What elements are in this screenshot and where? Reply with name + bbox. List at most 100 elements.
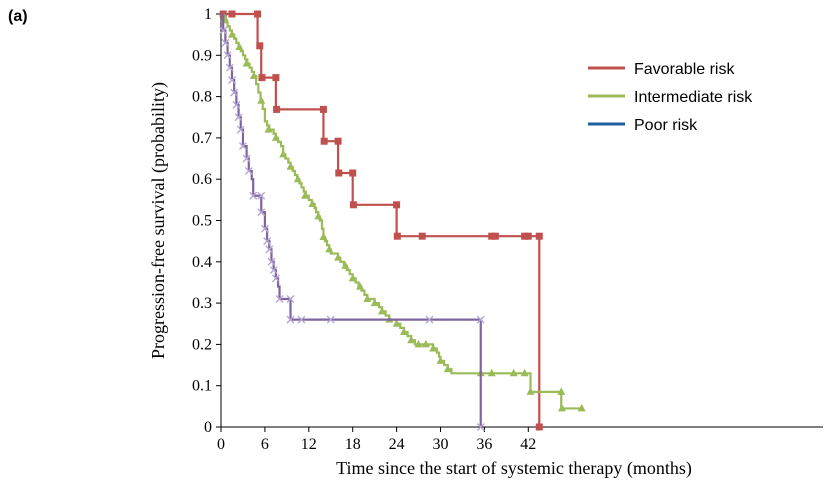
x-marker [275,294,284,303]
x-marker [260,224,269,233]
triangle-marker [526,387,535,395]
triangle-marker [421,339,430,348]
x-marker [225,63,234,72]
x-marker [326,315,335,324]
square-marker [535,232,543,240]
triangle-marker [314,211,323,220]
square-marker [491,232,499,240]
square-marker [524,232,532,240]
triangle-marker [227,30,236,38]
x-marker [236,125,245,134]
series-favorable-risk [219,10,543,431]
square-marker [320,137,328,145]
y-tick-label: 0.9 [192,47,212,64]
triangle-marker [487,368,496,377]
x-marker [263,237,272,246]
x-tick-label: 24 [389,436,405,453]
x-marker [227,76,236,85]
legend-label: Intermediate risk [634,89,753,106]
x-marker [219,26,228,35]
x-marker [257,191,266,200]
y-tick-label: 0.5 [192,213,212,230]
x-marker [476,423,485,431]
y-tick-label: 0 [204,419,212,436]
x-axis-title: Time since the start of systemic therapy… [336,458,692,479]
triangle-marker [399,327,408,336]
series-intermediate-risk [220,12,586,412]
series-layer [219,10,586,431]
series-line [221,12,541,427]
square-marker [393,232,401,240]
y-tick-label: 0.8 [192,89,212,106]
x-marker [286,294,295,303]
x-marker [286,315,295,324]
series-line [221,12,584,410]
panel-label: (a) [8,8,28,25]
triangle-marker [557,387,566,395]
y-tick-label: 0.4 [192,254,212,271]
x-marker [238,142,247,151]
triangle-marker [235,42,244,51]
x-marker [232,100,241,109]
y-tick-label: 0.2 [192,336,212,353]
x-tick-label: 30 [433,436,449,453]
y-tick-label: 0.1 [192,378,212,395]
triangle-marker [279,149,288,158]
x-marker [221,38,230,47]
x-marker [249,191,258,200]
legend-label: Poor risk [634,117,698,134]
square-marker [349,169,357,177]
x-marker [265,245,274,254]
square-marker [254,10,262,18]
triangle-marker [348,273,357,282]
square-marker [273,105,281,113]
triangle-marker [577,403,586,412]
square-marker [349,201,357,209]
triangle-marker [341,261,350,269]
triangle-marker [325,244,334,253]
triangle-marker [436,356,445,364]
y-tick-label: 0.3 [192,295,212,312]
x-tick-label: 0 [217,436,225,453]
x-marker [242,154,251,163]
triangle-marker [392,319,401,327]
x-marker [297,315,306,324]
square-marker [256,42,264,50]
square-marker [334,137,342,145]
x-marker [223,51,232,60]
triangle-marker [377,306,386,315]
triangle-marker [257,96,266,104]
x-marker [230,88,239,97]
triangle-marker [319,232,328,241]
square-marker [272,74,280,82]
square-marker [393,201,401,209]
x-tick-label: 12 [301,436,317,453]
x-marker [244,166,253,175]
triangle-marker [264,125,273,133]
triangle-marker [407,335,416,344]
y-tick-label: 0.6 [192,171,212,188]
triangle-marker [363,294,372,302]
x-marker [425,315,434,324]
x-marker [267,257,276,266]
y-tick-label: 1 [204,6,212,23]
triangle-marker [286,162,295,170]
y-axis-title: Progression-free survival (probability) [148,82,169,359]
square-marker [335,169,343,177]
square-marker [521,232,529,240]
square-marker [258,74,266,82]
square-marker [488,232,496,240]
triangle-marker [370,298,379,307]
triangle-marker [520,368,529,377]
legend: Favorable risk Intermediate risk Poor risk [588,61,753,134]
triangle-marker [557,403,566,412]
legend-label: Favorable risk [634,61,735,78]
triangle-marker [443,364,452,373]
square-marker [319,105,327,113]
square-marker [228,10,236,18]
x-marker [269,266,278,275]
y-tick-label: 0.7 [192,130,212,147]
x-marker [257,208,266,217]
square-marker [418,232,426,240]
series-poor-risk [219,12,485,431]
